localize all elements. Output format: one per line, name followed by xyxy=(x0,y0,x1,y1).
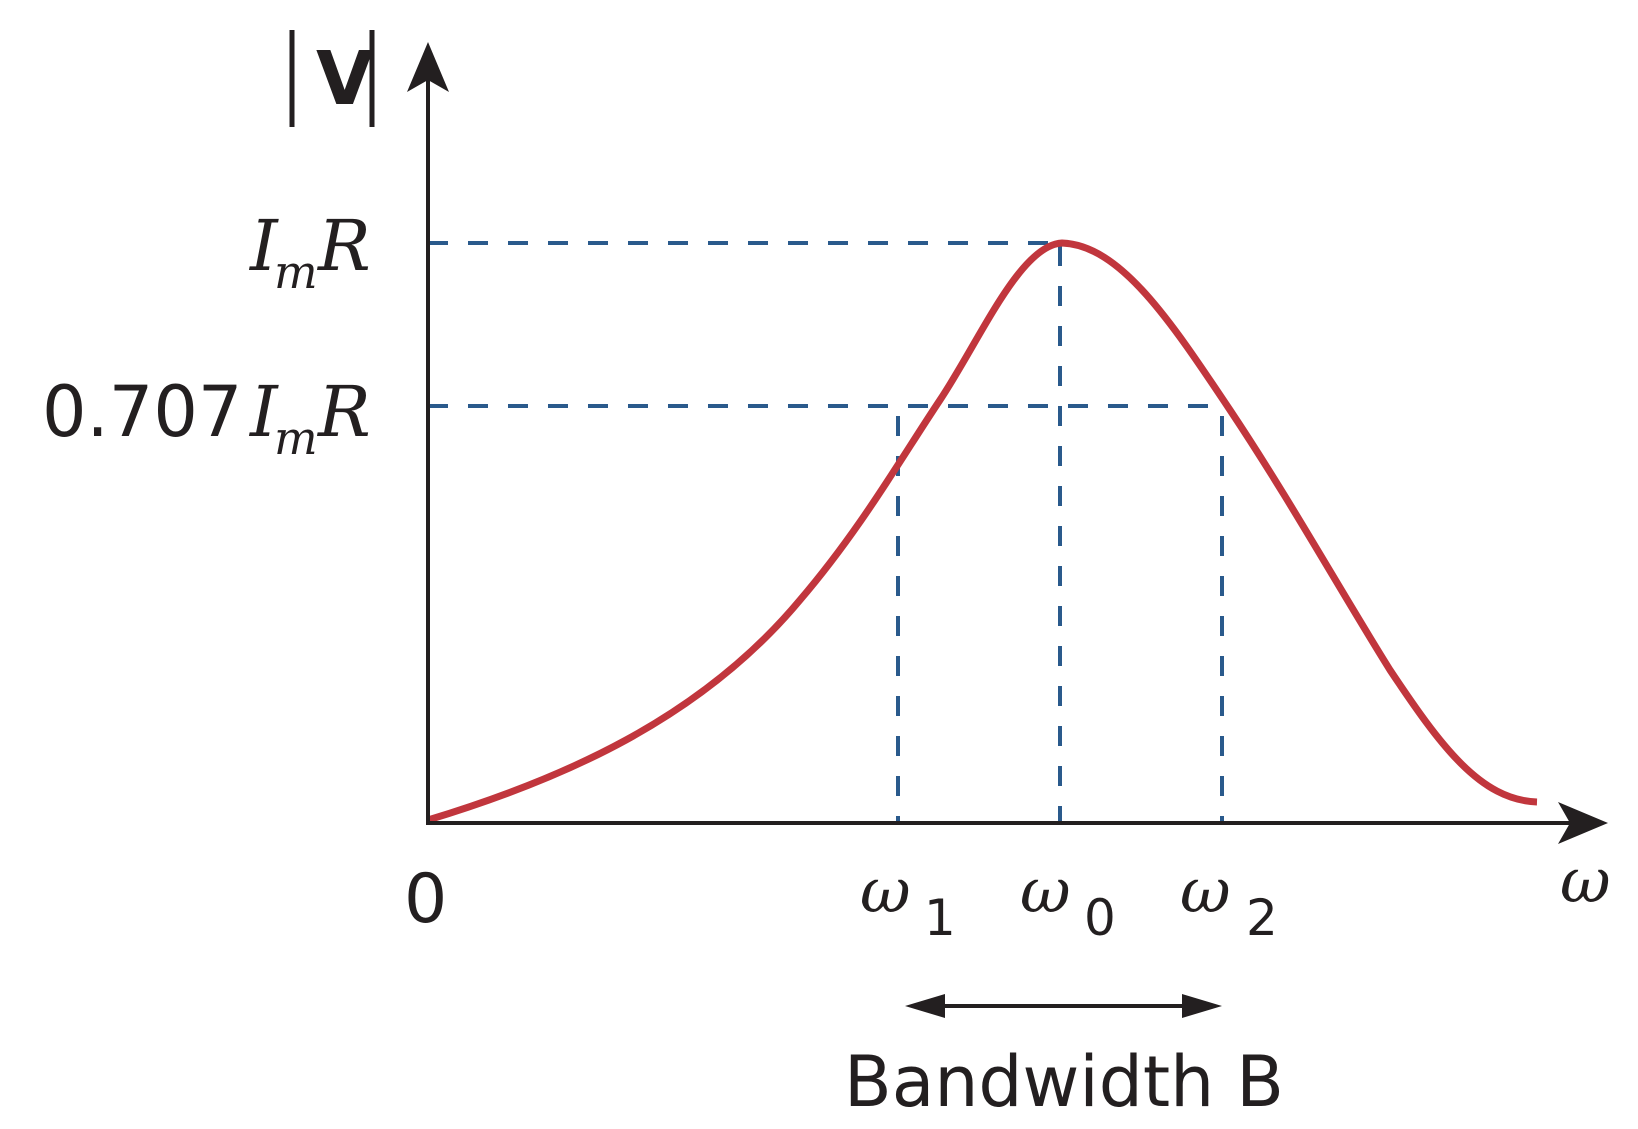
x-axis-arrowhead xyxy=(1558,802,1608,844)
svg-text:m: m xyxy=(274,411,318,465)
origin-label: 0 xyxy=(404,860,447,939)
guide-lines xyxy=(428,241,1230,825)
x-tick-omega1: ω 1 xyxy=(860,854,956,947)
bandwidth-arrow-right-head xyxy=(1182,994,1222,1018)
y-tick-peak: I m R xyxy=(248,205,371,299)
x-axis-label: ω xyxy=(1560,844,1611,917)
svg-text:2: 2 xyxy=(1246,889,1278,947)
y-axis-label: V xyxy=(289,30,375,127)
y-axis-label-text: V xyxy=(316,36,373,122)
x-tick-omega2: ω 2 xyxy=(1180,854,1278,947)
axes xyxy=(407,42,1608,844)
svg-text:I: I xyxy=(248,371,279,453)
bandwidth-arrow xyxy=(905,994,1222,1018)
bandwidth-label: Bandwidth B xyxy=(844,1041,1284,1123)
svg-text:R: R xyxy=(316,371,371,453)
x-tick-omega0: ω 0 xyxy=(1020,854,1116,947)
svg-text:ω: ω xyxy=(1180,854,1231,927)
y-axis-arrowhead xyxy=(407,42,449,92)
svg-text:R: R xyxy=(316,205,371,287)
bandwidth-arrow-left-head xyxy=(905,994,945,1018)
svg-text:0: 0 xyxy=(1084,889,1116,947)
svg-text:I: I xyxy=(248,205,279,287)
svg-text:m: m xyxy=(274,245,318,299)
y-tick-halfpower: 0.707 I m R xyxy=(42,371,371,465)
svg-text:ω: ω xyxy=(1020,854,1071,927)
svg-text:ω: ω xyxy=(860,854,911,927)
svg-text:0.707: 0.707 xyxy=(42,371,242,453)
svg-text:1: 1 xyxy=(924,889,956,947)
response-curve xyxy=(426,239,1538,824)
